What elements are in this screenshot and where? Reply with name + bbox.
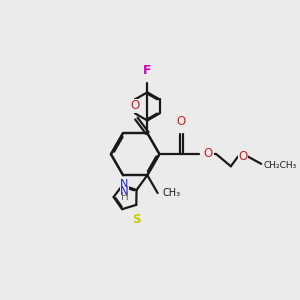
Text: N: N [120,179,129,189]
Text: F: F [143,64,152,76]
Text: CH₃: CH₃ [163,188,181,198]
Text: O: O [130,100,140,112]
Text: O: O [177,115,186,128]
Text: H: H [121,192,128,202]
Text: S: S [132,213,140,226]
Text: N: N [120,185,129,198]
Text: CH₂CH₃: CH₂CH₃ [264,161,297,170]
Text: O: O [204,147,213,161]
Text: O: O [238,150,247,163]
